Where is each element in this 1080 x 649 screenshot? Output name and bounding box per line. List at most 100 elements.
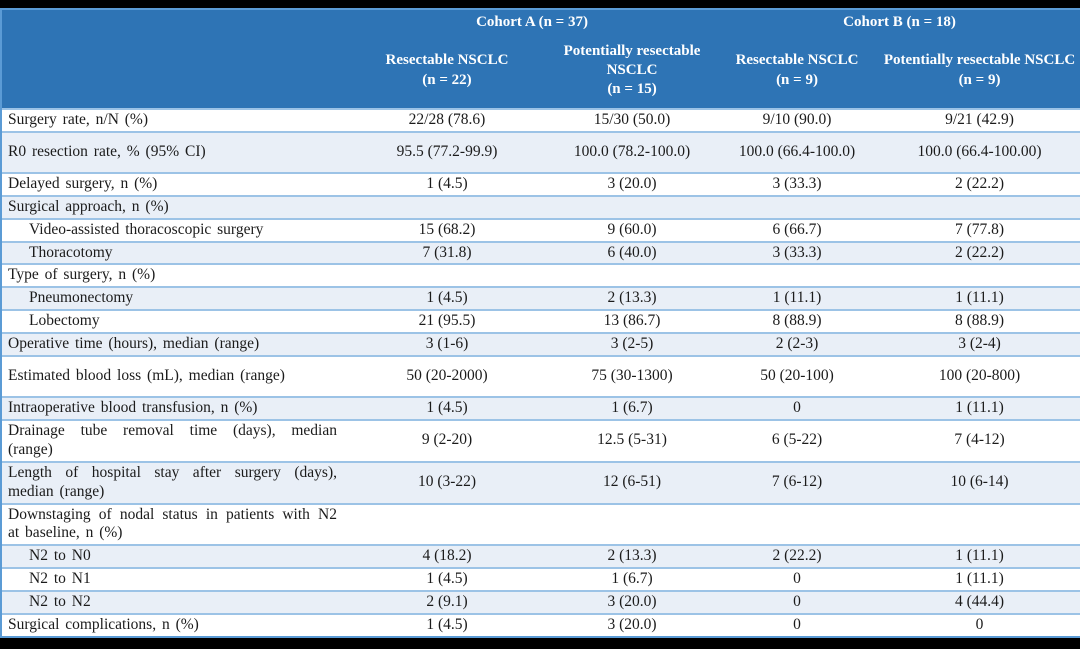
row-value: 1 (11.1) [877, 567, 1080, 592]
table-row: N2 to N2 2 (9.1) 3 (20.0) 0 4 (44.4) [2, 590, 1080, 615]
row-value: 2 (22.2) [877, 240, 1080, 265]
row-label: Pneumonectomy [2, 286, 347, 311]
row-value: 1 (4.5) [347, 613, 547, 636]
row-label: Video-assisted thoracoscopic surgery [2, 217, 347, 242]
row-value: 13 (86.7) [547, 309, 718, 334]
row-value [717, 194, 878, 219]
row-value: 1 (11.1) [877, 286, 1080, 311]
table-body: Surgery rate, n/N (%) 22/28 (78.6) 15/30… [2, 108, 1080, 636]
row-value: 1 (11.1) [717, 286, 878, 311]
table-row: Downstaging of nodal status in patients … [2, 502, 1080, 546]
row-value: 100.0 (66.4-100.0) [717, 130, 878, 173]
row-label: N2 to N1 [2, 567, 347, 592]
surgery-outcomes-table-frame: Cohort A (n = 37) Cohort B (n = 18) Rese… [0, 8, 1080, 638]
row-value [547, 194, 718, 219]
row-label: Lobectomy [2, 309, 347, 334]
row-value: 3 (20.0) [547, 171, 718, 196]
row-value: 95.5 (77.2-99.9) [347, 130, 547, 173]
table-row: Video-assisted thoracoscopic surgery 15 … [2, 217, 1080, 242]
row-value: 2 (13.3) [547, 544, 718, 569]
column-header-resectable-b: Resectable NSCLC (n = 9) [717, 33, 878, 109]
row-value: 9 (2-20) [347, 418, 547, 462]
row-value: 1 (6.7) [547, 567, 718, 592]
row-value: 3 (33.3) [717, 171, 878, 196]
row-label: Estimated blood loss (mL), median (range… [2, 355, 347, 397]
row-label: Intraoperative blood transfusion, n (%) [2, 395, 347, 420]
row-value: 21 (95.5) [347, 309, 547, 334]
table-row: N2 to N0 4 (18.2) 2 (13.3) 2 (22.2) 1 (1… [2, 544, 1080, 569]
cohort-header-row: Cohort A (n = 37) Cohort B (n = 18) [2, 10, 1080, 109]
row-value: 7 (6-12) [717, 460, 878, 504]
table-row: N2 to N1 1 (4.5) 1 (6.7) 0 1 (11.1) [2, 567, 1080, 592]
row-value: 0 [877, 613, 1080, 636]
row-value: 8 (88.9) [877, 309, 1080, 334]
table-row: Length of hospital stay after surgery (d… [2, 460, 1080, 504]
row-value: 9/10 (90.0) [717, 108, 878, 132]
cohort-a-header: Cohort A (n = 37) [347, 10, 718, 33]
column-title: Resectable NSCLC [735, 52, 859, 69]
row-value: 2 (2-3) [717, 332, 878, 357]
column-n: (n = 15) [607, 81, 657, 98]
row-label: N2 to N2 [2, 590, 347, 615]
top-black-bar [0, 0, 1080, 8]
column-n: (n = 9) [776, 71, 818, 88]
row-value: 8 (88.9) [717, 309, 878, 334]
row-value: 100.0 (78.2-100.0) [547, 130, 718, 173]
row-value [877, 502, 1080, 546]
row-value: 4 (18.2) [347, 544, 547, 569]
row-label: Downstaging of nodal status in patients … [2, 502, 347, 546]
row-value: 2 (22.2) [877, 171, 1080, 196]
column-header-resectable-a: Resectable NSCLC (n = 22) [347, 33, 547, 109]
row-label: Thoracotomy [2, 240, 347, 265]
row-label: Drainage tube removal time (days), media… [2, 418, 347, 462]
row-value: 4 (44.4) [877, 590, 1080, 615]
column-header-row: Resectable NSCLC (n = 22) Potentially re… [2, 33, 1080, 109]
row-value: 7 (31.8) [347, 240, 547, 265]
row-label: Type of surgery, n (%) [2, 263, 347, 288]
row-value: 0 [717, 567, 878, 592]
table-row: Operative time (hours), median (range) 3… [2, 332, 1080, 357]
row-value: 1 (4.5) [347, 567, 547, 592]
row-value [347, 194, 547, 219]
row-value: 6 (5-22) [717, 418, 878, 462]
row-value: 3 (1-6) [347, 332, 547, 357]
row-value: 2 (13.3) [547, 286, 718, 311]
row-value: 1 (4.5) [347, 171, 547, 196]
table-row: Surgical complications, n (%) 1 (4.5) 3 … [2, 613, 1080, 636]
row-value: 10 (3-22) [347, 460, 547, 504]
row-value: 1 (4.5) [347, 286, 547, 311]
row-value: 6 (66.7) [717, 217, 878, 242]
table-header: Cohort A (n = 37) Cohort B (n = 18) Rese… [2, 10, 1080, 109]
row-value: 1 (6.7) [547, 395, 718, 420]
column-n: (n = 22) [422, 71, 472, 88]
row-value [547, 502, 718, 546]
table-row: Intraoperative blood transfusion, n (%) … [2, 395, 1080, 420]
row-value [547, 263, 718, 288]
bottom-black-bar [0, 637, 1080, 649]
table-row: Pneumonectomy 1 (4.5) 2 (13.3) 1 (11.1) … [2, 286, 1080, 311]
row-value: 1 (4.5) [347, 395, 547, 420]
row-value [877, 263, 1080, 288]
row-value [717, 263, 878, 288]
row-value: 0 [717, 395, 878, 420]
row-value: 100.0 (66.4-100.00) [877, 130, 1080, 173]
table-row: Surgical approach, n (%) [2, 194, 1080, 219]
table-row: Surgery rate, n/N (%) 22/28 (78.6) 15/30… [2, 108, 1080, 132]
row-label: R0 resection rate, % (95% CI) [2, 130, 347, 173]
row-value: 12 (6-51) [547, 460, 718, 504]
table-row: Delayed surgery, n (%) 1 (4.5) 3 (20.0) … [2, 171, 1080, 196]
row-label: Length of hospital stay after surgery (d… [2, 460, 347, 504]
row-value: 50 (20-2000) [347, 355, 547, 397]
row-value: 22/28 (78.6) [347, 108, 547, 132]
row-value: 7 (4-12) [877, 418, 1080, 462]
table-row: Type of surgery, n (%) [2, 263, 1080, 288]
row-value: 1 (11.1) [877, 395, 1080, 420]
row-value: 0 [717, 590, 878, 615]
column-header-potentially-resectable-a: Potentially resectable NSCLC (n = 15) [547, 33, 718, 109]
row-value: 1 (11.1) [877, 544, 1080, 569]
row-value: 2 (9.1) [347, 590, 547, 615]
column-title: Potentially resectable NSCLC [563, 42, 701, 78]
row-value: 3 (2-4) [877, 332, 1080, 357]
header-empty-cell [2, 10, 347, 109]
row-value: 2 (22.2) [717, 544, 878, 569]
